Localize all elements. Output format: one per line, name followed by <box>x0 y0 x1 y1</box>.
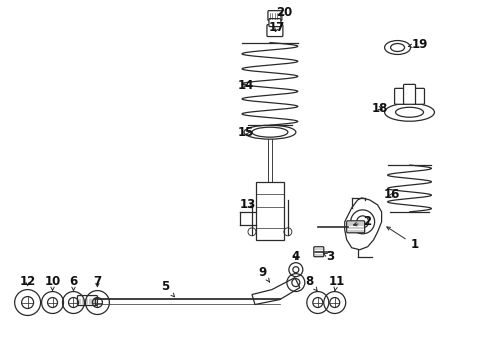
Text: 10: 10 <box>44 275 61 291</box>
FancyBboxPatch shape <box>77 296 97 306</box>
Text: 6: 6 <box>69 275 78 291</box>
Polygon shape <box>251 278 299 305</box>
Text: 11: 11 <box>328 275 344 291</box>
Text: 15: 15 <box>237 126 254 139</box>
Text: 17: 17 <box>268 21 285 34</box>
Polygon shape <box>344 198 381 250</box>
Text: 19: 19 <box>407 38 427 51</box>
Text: 12: 12 <box>20 275 36 288</box>
Text: 9: 9 <box>258 266 269 282</box>
Text: 8: 8 <box>305 275 317 291</box>
Text: 1: 1 <box>386 227 418 251</box>
FancyBboxPatch shape <box>394 88 406 104</box>
Text: 5: 5 <box>161 280 174 297</box>
FancyBboxPatch shape <box>412 88 424 104</box>
Text: 3: 3 <box>322 250 333 263</box>
FancyBboxPatch shape <box>346 221 364 233</box>
Text: 4: 4 <box>291 250 299 263</box>
Text: 16: 16 <box>383 188 399 202</box>
FancyBboxPatch shape <box>313 247 323 257</box>
Text: 18: 18 <box>371 102 387 115</box>
Text: 7: 7 <box>93 275 102 288</box>
FancyBboxPatch shape <box>403 84 415 104</box>
FancyBboxPatch shape <box>267 11 281 21</box>
Bar <box>255 182 284 240</box>
FancyBboxPatch shape <box>266 24 283 37</box>
Text: 14: 14 <box>237 79 254 92</box>
FancyBboxPatch shape <box>268 19 280 27</box>
Text: 20: 20 <box>275 6 291 19</box>
Text: 13: 13 <box>240 198 256 211</box>
Text: 2: 2 <box>353 215 371 228</box>
